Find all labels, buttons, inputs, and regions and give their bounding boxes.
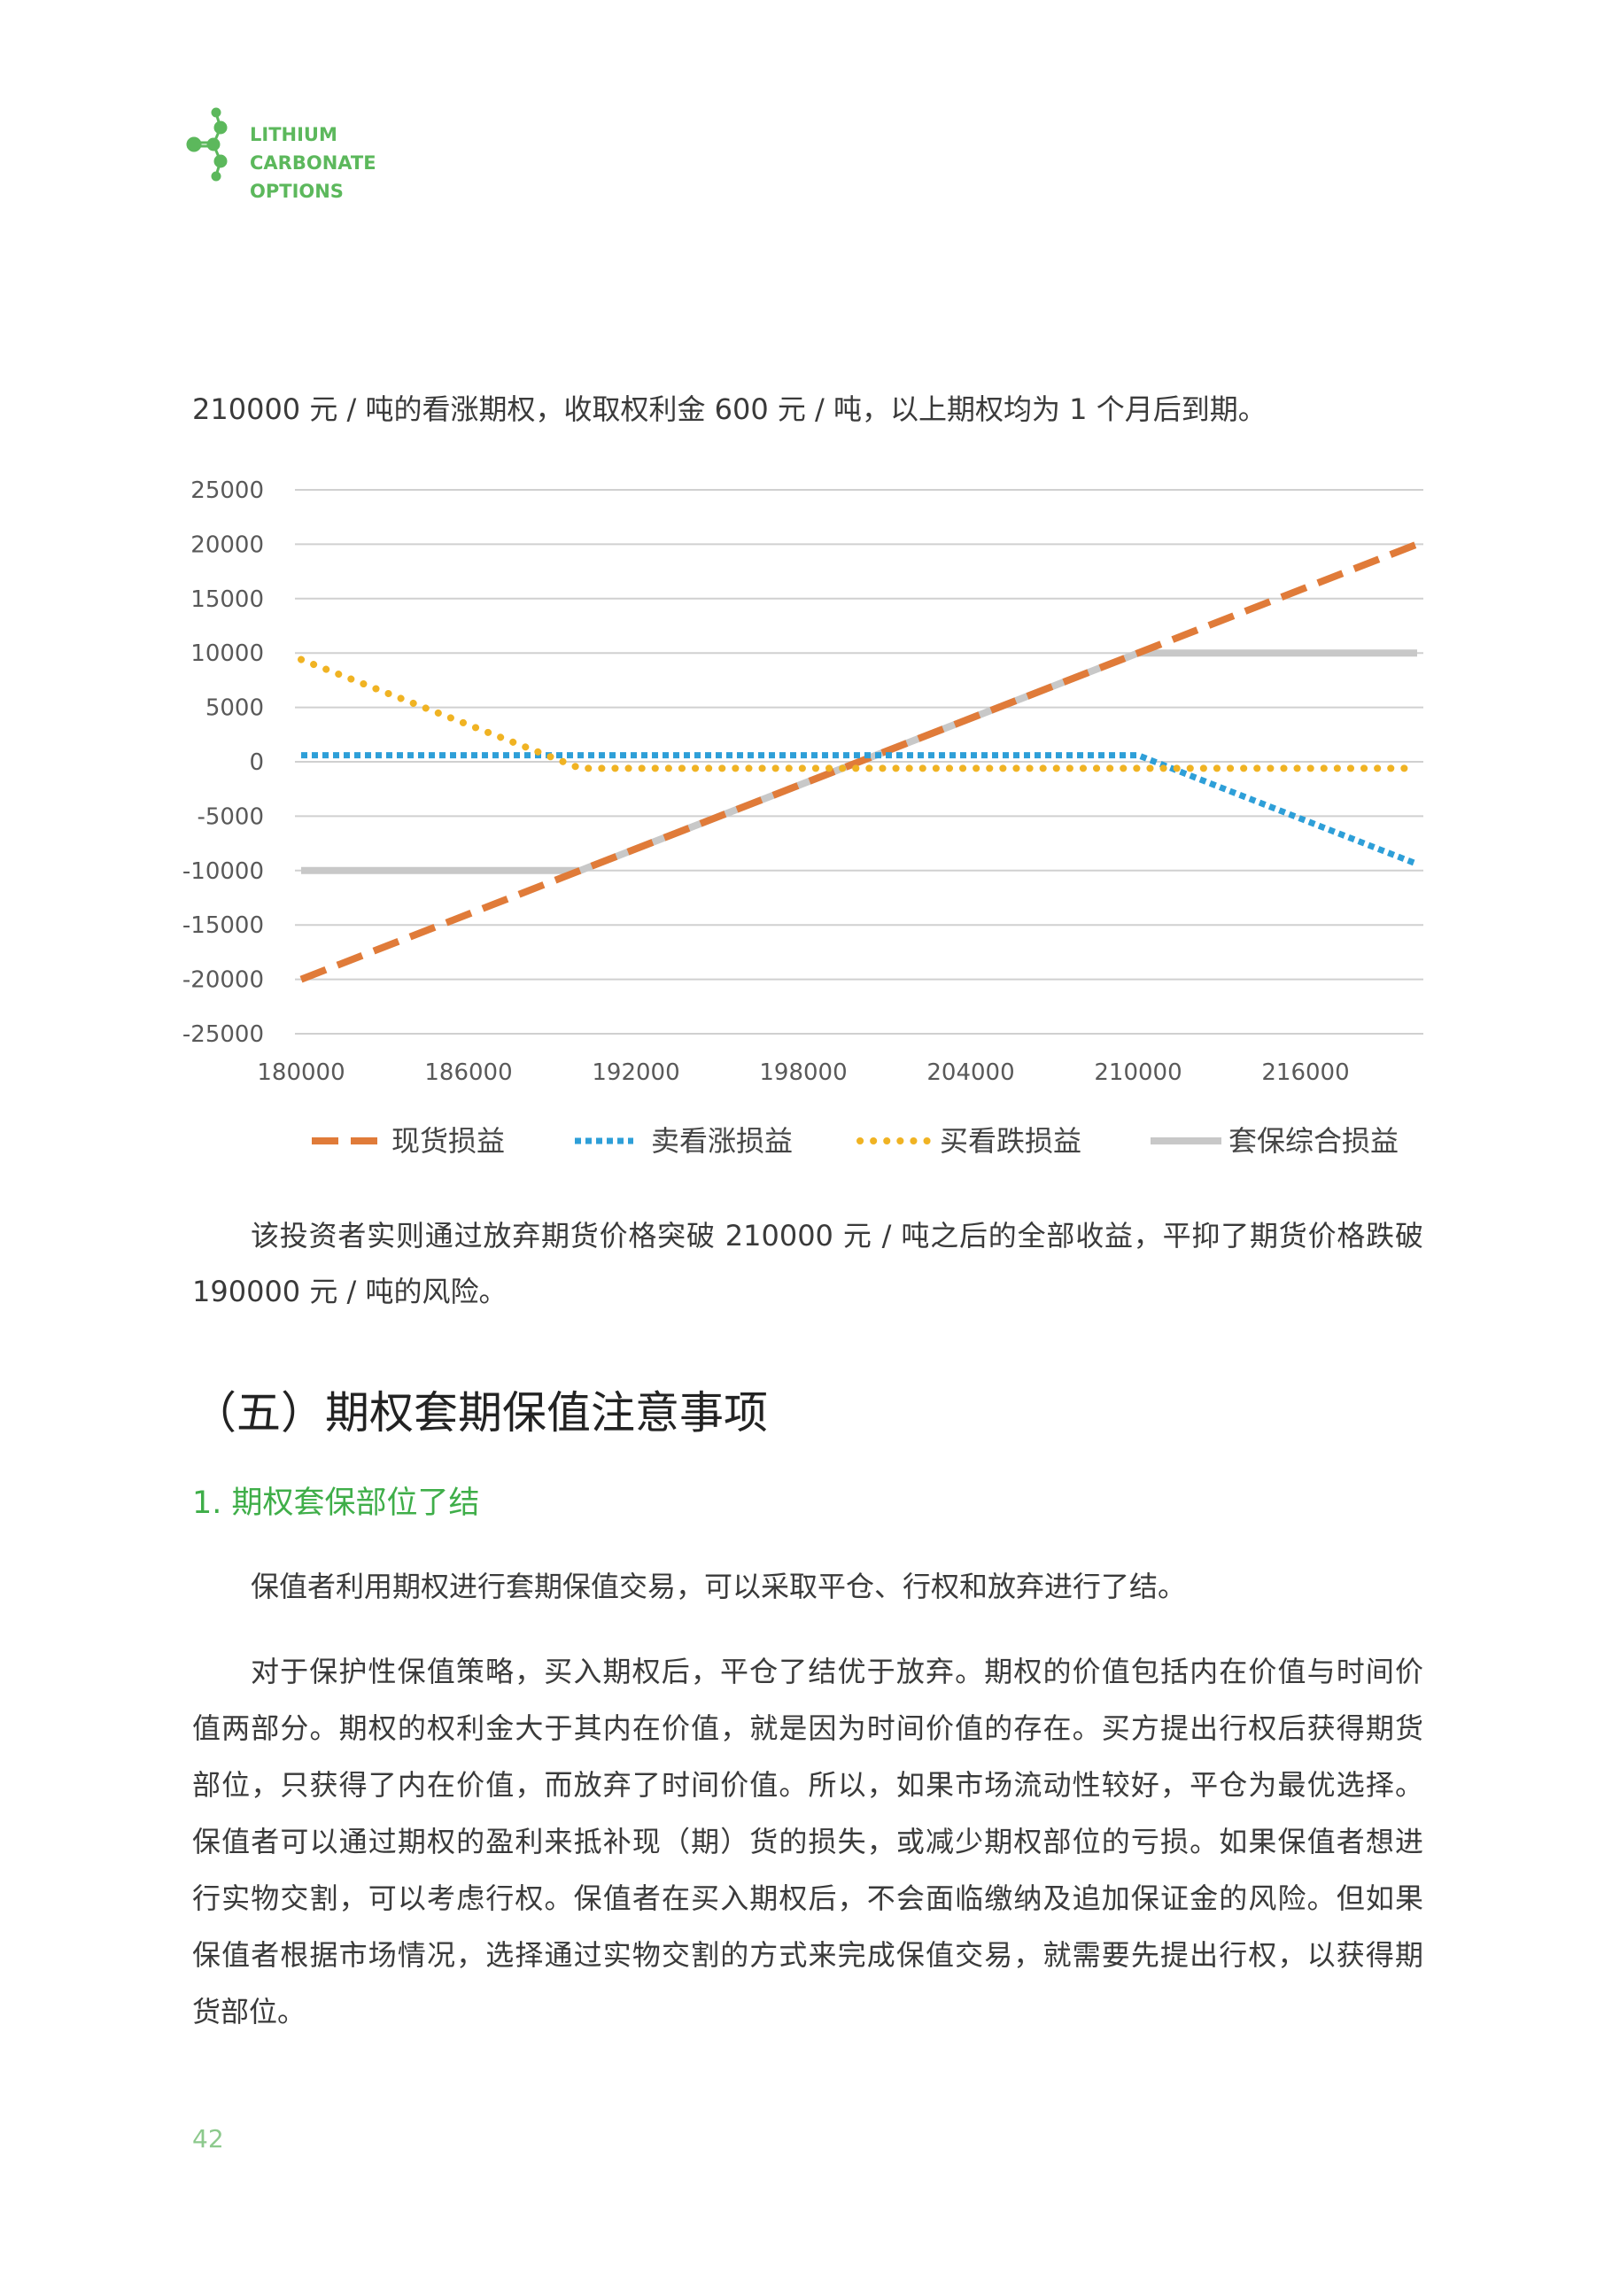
- legend-label: 卖看涨损益: [651, 1124, 794, 1158]
- paragraph-1-line: 该投资者实则通过放弃期货价格突破 210000 元 / 吨之后的全部收益，平抑了…: [251, 1219, 1423, 1253]
- logo-text: LITHIUM CARBONATE OPTIONS: [250, 120, 469, 206]
- paragraph-1-line: 190000 元 / 吨的风险。: [192, 1275, 508, 1308]
- intro-line: 210000 元 / 吨的看涨期权，收取权利金 600 元 / 吨，以上期权均为…: [192, 392, 1267, 426]
- series-line-2: [298, 655, 1421, 772]
- legend-swatch-2: [856, 1137, 932, 1144]
- x-tick-label: 210000: [1094, 1059, 1182, 1086]
- logo-line-2: OPTIONS: [250, 181, 344, 202]
- page-number: 42: [192, 2124, 224, 2153]
- legend-label: 买看跌损益: [940, 1124, 1082, 1158]
- molecule-icon: [186, 107, 228, 182]
- x-tick-label: 204000: [926, 1059, 1014, 1086]
- y-tick-label: 20000: [190, 531, 264, 558]
- paragraph-3-line: 货部位。: [192, 1995, 306, 2028]
- y-tick-label: -15000: [182, 912, 264, 939]
- y-tick-label: 5000: [205, 695, 264, 722]
- series-line-1: [301, 752, 1419, 867]
- paragraph-3-line: 值两部分。期权的权利金大于其内在价值，就是因为时间价值的存在。买方提出行权后获得…: [192, 1711, 1423, 1745]
- y-tick-label: 0: [249, 749, 264, 776]
- x-tick-label: 186000: [424, 1059, 512, 1086]
- x-tick-label: 192000: [592, 1059, 679, 1086]
- legend-label: 套保综合损益: [1228, 1124, 1399, 1158]
- legend-swatch-1: [575, 1137, 633, 1144]
- y-tick-label: 10000: [190, 640, 264, 667]
- legend-swatch-0: [312, 1137, 384, 1144]
- x-tick-label: 180000: [257, 1059, 345, 1086]
- payoff-chart: 25000 20000 15000 10000 5000 0 -5000 -10000 -150…: [182, 477, 1423, 1086]
- section-heading: （五）期权套期保值注意事项: [192, 1387, 768, 1439]
- x-tick-label: 216000: [1261, 1059, 1349, 1086]
- series-line-0: [299, 540, 1419, 983]
- y-tick-label: -20000: [182, 967, 264, 994]
- logo: LITHIUM CARBONATE OPTIONS: [186, 105, 469, 202]
- paragraph-3-line: 对于保护性保值策略，买入期权后，平仓了结优于放弃。期权的价值包括内在价值与时间价: [251, 1655, 1423, 1688]
- paragraph-2: 保值者利用期权进行套期保值交易，可以采取平仓、行权和放弃进行了结。: [251, 1570, 1187, 1603]
- y-tick-label: 15000: [190, 586, 264, 613]
- x-tick-label: 198000: [759, 1059, 847, 1086]
- y-tick-label: 25000: [190, 477, 264, 504]
- logo-line-1: LITHIUM CARBONATE: [250, 124, 376, 174]
- paragraph-3-line: 保值者可以通过期权的盈利来抵补现（期）货的损失，或减少期权部位的亏损。如果保值者…: [192, 1825, 1423, 1858]
- y-tick-label: -25000: [182, 1021, 264, 1048]
- legend-label: 现货损益: [391, 1124, 506, 1158]
- paragraph-3-line: 部位，只获得了内在价值，而放弃了时间价值。所以，如果市场流动性较好，平仓为最优选…: [192, 1768, 1423, 1802]
- paragraph-3-line: 保值者根据市场情况，选择通过实物交割的方式来完成保值交易，就需要先提出行权，以获…: [192, 1938, 1423, 1972]
- legend-swatch-3: [1151, 1137, 1221, 1144]
- paragraph-3-line: 行实物交割，可以考虑行权。保值者在买入期权后，不会面临缴纳及追加保证金的风险。但…: [192, 1881, 1423, 1915]
- y-tick-label: -5000: [197, 803, 264, 830]
- subheading: 1. 期权套保部位了结: [192, 1485, 480, 1521]
- y-tick-label: -10000: [182, 858, 264, 885]
